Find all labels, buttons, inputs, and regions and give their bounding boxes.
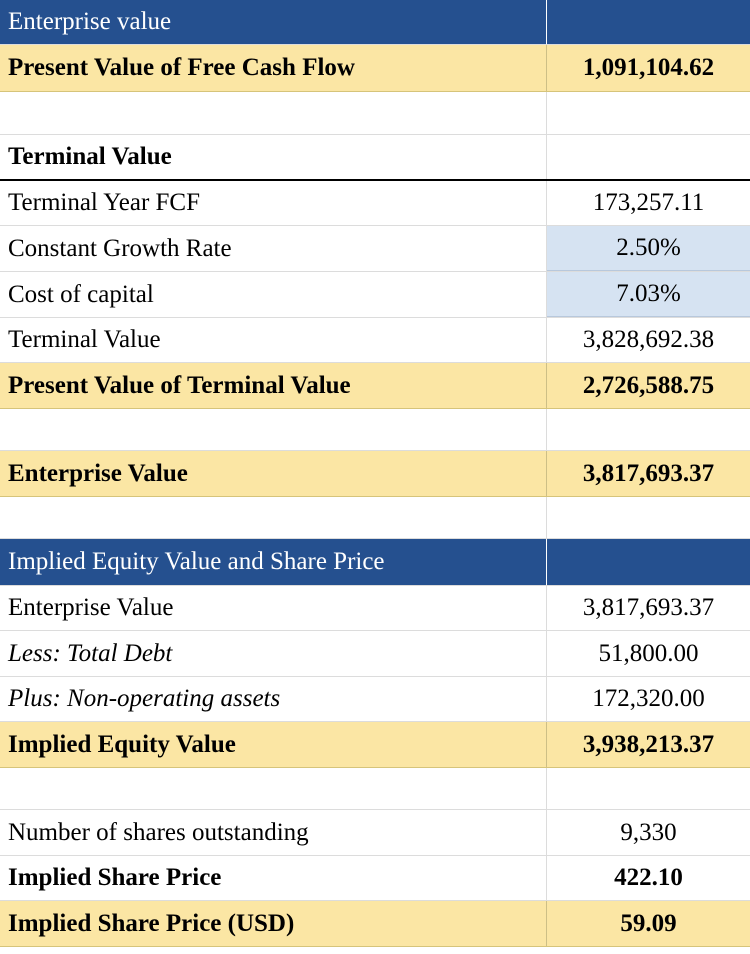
growth-rate-label[interactable]: Constant Growth Rate (0, 226, 547, 271)
blank-row (0, 768, 750, 810)
empty-cell[interactable] (547, 135, 750, 179)
non-operating-assets-row: Plus: Non-operating assets 172,320.00 (0, 677, 750, 722)
empty-cell[interactable] (0, 92, 547, 134)
shares-outstanding-label[interactable]: Number of shares outstanding (0, 810, 547, 855)
enterprise-value-total-row: Enterprise Value 3,817,693.37 (0, 451, 750, 497)
equity-header-row: Implied Equity Value and Share Price (0, 539, 750, 586)
equity-ev-value[interactable]: 3,817,693.37 (582, 594, 715, 621)
empty-cell[interactable] (547, 768, 750, 809)
terminal-value-heading-row: Terminal Value (0, 135, 750, 181)
cost-of-capital-row: Cost of capital 7.03% (0, 272, 750, 318)
equity-ev-label[interactable]: Enterprise Value (0, 586, 547, 630)
growth-rate-row: Constant Growth Rate 2.50% (0, 226, 750, 272)
growth-rate-input-cell[interactable]: 2.50% (547, 226, 750, 271)
pv-terminal-value-value[interactable]: 2,726,588.75 (582, 371, 715, 399)
pv-terminal-value-label[interactable]: Present Value of Terminal Value (0, 363, 547, 408)
shares-outstanding-row: Number of shares outstanding 9,330 (0, 810, 750, 856)
terminal-year-fcf-row: Terminal Year FCF 173,257.11 (0, 181, 750, 226)
header-empty-cell[interactable] (547, 0, 750, 44)
empty-cell[interactable] (547, 92, 750, 134)
terminal-value-heading[interactable]: Terminal Value (0, 135, 547, 179)
implied-equity-label[interactable]: Implied Equity Value (0, 722, 547, 767)
enterprise-value-header-row: Enterprise value (0, 0, 750, 45)
implied-share-price-usd-label[interactable]: Implied Share Price (USD) (0, 901, 547, 946)
implied-share-price-usd-value[interactable]: 59.09 (620, 909, 677, 937)
implied-equity-value[interactable]: 3,938,213.37 (582, 730, 715, 758)
cost-of-capital-label[interactable]: Cost of capital (0, 272, 547, 317)
implied-equity-row: Implied Equity Value 3,938,213.37 (0, 722, 750, 768)
empty-cell[interactable] (0, 497, 547, 538)
equity-ev-row: Enterprise Value 3,817,693.37 (0, 586, 750, 631)
terminal-year-fcf-label[interactable]: Terminal Year FCF (0, 181, 547, 225)
non-operating-assets-value[interactable]: 172,320.00 (592, 685, 705, 712)
implied-share-price-value[interactable]: 422.10 (614, 864, 683, 891)
total-debt-label[interactable]: Less: Total Debt (0, 631, 547, 676)
terminal-value-label[interactable]: Terminal Value (0, 318, 547, 362)
pv-fcf-label[interactable]: Present Value of Free Cash Flow (0, 45, 547, 91)
enterprise-value-total-value[interactable]: 3,817,693.37 (582, 459, 715, 487)
blank-row (0, 92, 750, 135)
total-debt-row: Less: Total Debt 51,800.00 (0, 631, 750, 677)
shares-outstanding-value[interactable]: 9,330 (620, 818, 677, 846)
section-header-equity[interactable]: Implied Equity Value and Share Price (0, 539, 547, 585)
implied-share-price-usd-row: Implied Share Price (USD) 59.09 (0, 901, 750, 947)
terminal-year-fcf-value[interactable]: 173,257.11 (592, 189, 705, 216)
enterprise-value-total-label[interactable]: Enterprise Value (0, 451, 547, 496)
blank-row (0, 409, 750, 451)
total-debt-value[interactable]: 51,800.00 (598, 639, 699, 667)
section-header-enterprise-value[interactable]: Enterprise value (0, 0, 547, 44)
pv-terminal-value-row: Present Value of Terminal Value 2,726,58… (0, 363, 750, 409)
terminal-value-value[interactable]: 3,828,692.38 (582, 326, 715, 353)
pv-fcf-row: Present Value of Free Cash Flow 1,091,10… (0, 45, 750, 92)
empty-cell[interactable] (0, 768, 547, 809)
implied-share-price-label[interactable]: Implied Share Price (0, 856, 547, 900)
pv-fcf-value[interactable]: 1,091,104.62 (582, 54, 715, 81)
cost-of-capital-input-cell[interactable]: 7.03% (547, 272, 750, 317)
empty-cell[interactable] (547, 409, 750, 450)
empty-cell[interactable] (0, 409, 547, 450)
blank-row (0, 497, 750, 539)
non-operating-assets-label[interactable]: Plus: Non-operating assets (0, 677, 547, 721)
implied-share-price-row: Implied Share Price 422.10 (0, 856, 750, 901)
terminal-value-row: Terminal Value 3,828,692.38 (0, 318, 750, 363)
header-empty-cell[interactable] (547, 539, 750, 585)
empty-cell[interactable] (547, 497, 750, 538)
